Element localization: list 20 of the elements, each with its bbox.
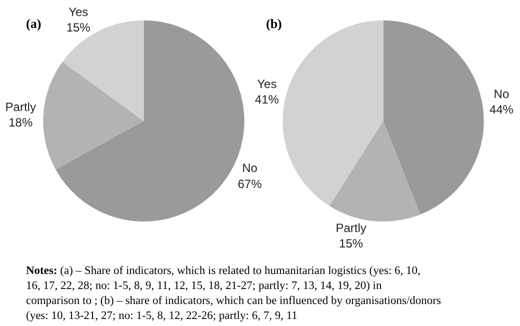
slice-label: Yes [257, 76, 277, 91]
text: (a) [26, 16, 42, 31]
text: Notes: (a) – Share of indicators, which is related to humanitarian logistics (yes: 6, 10, 16, 17, 22, 28; no: 1-5, 8, 9, 11, 12, 15, 18, 21-27; partly: 7, 13, 14, 19, 20) in comparison to ; (b) – share of indicators, which can be influenced by organisations/donors (yes: 10, 13-21, 27; no: 1-5, 8, 12, 22-26; partly: 6, 7, 9, 11 [26, 265, 442, 322]
data-label: 15% [66, 20, 91, 34]
data-label: 41% [254, 92, 280, 107]
data-label: 15% [339, 236, 364, 251]
slice-label: No [242, 161, 258, 176]
pie-slice [329, 120, 420, 222]
slice-label: No [494, 86, 510, 101]
slice-label: Partly [336, 220, 366, 235]
data-label: 18% [8, 115, 33, 130]
pie-slice [282, 20, 384, 206]
pie-slice [383, 20, 484, 214]
data-label: 44% [489, 102, 514, 116]
pie-slice [43, 62, 144, 170]
slice-label: Yes [68, 4, 88, 19]
chart-title: (b) [266, 16, 282, 31]
pie-slice [62, 20, 144, 121]
data-label: 67% [238, 176, 262, 191]
slice-label: Partly [5, 100, 36, 114]
